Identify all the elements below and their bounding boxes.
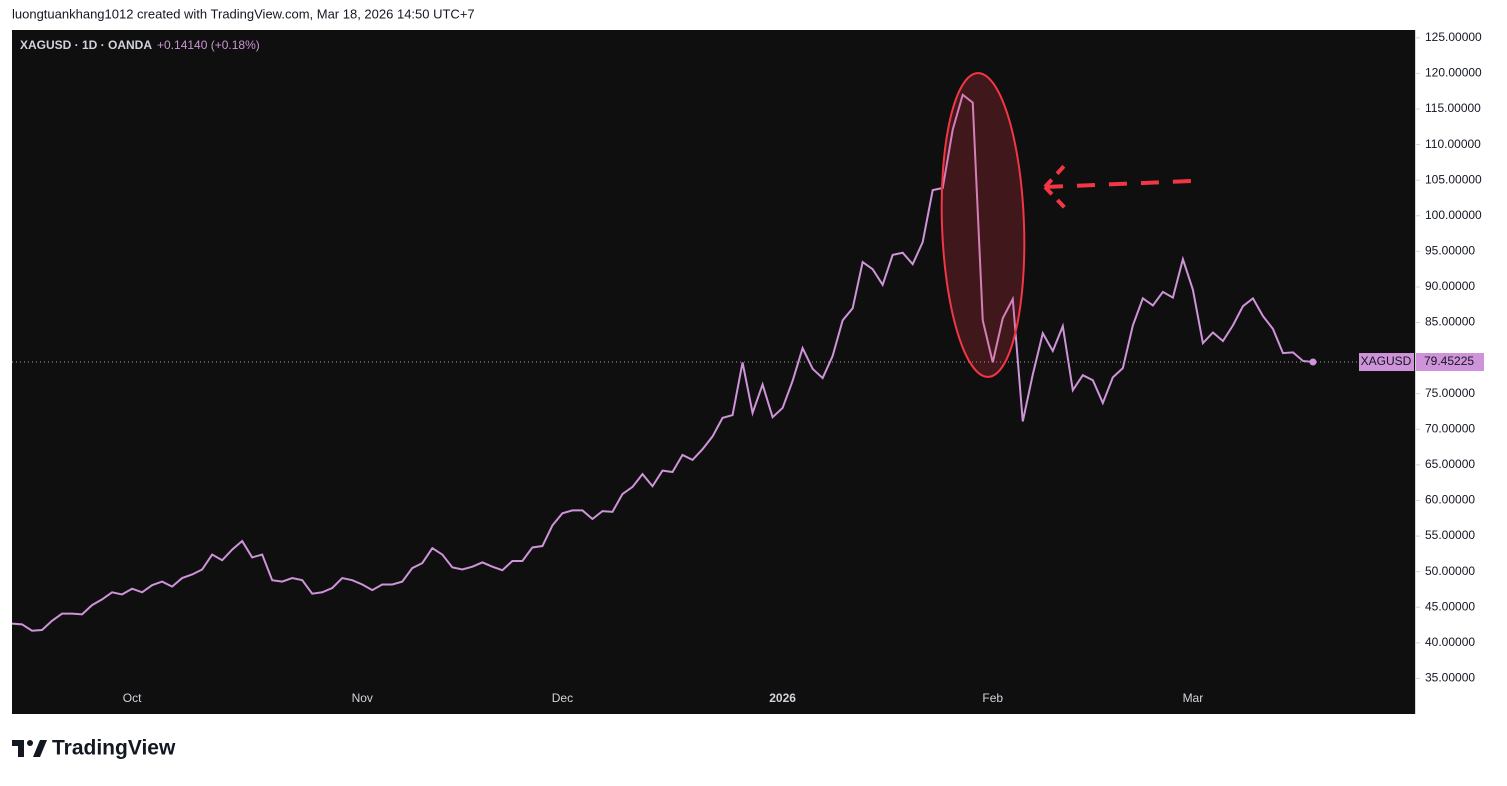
price-tag-label: 79.45225	[1424, 354, 1474, 368]
y-tick-label: 60.00000	[1425, 493, 1475, 507]
header: luongtuankhang1012 created with TradingV…	[12, 6, 475, 21]
x-tick-label: Dec	[552, 691, 573, 705]
y-tick-label: 120.00000	[1425, 66, 1482, 80]
y-tick-label: 35.00000	[1425, 671, 1475, 685]
x-tick-label: Oct	[123, 691, 142, 705]
highlight-ellipse	[940, 72, 1026, 378]
axis-border	[1415, 30, 1416, 714]
y-tick-label: 70.00000	[1425, 421, 1475, 435]
logo	[12, 740, 47, 757]
y-tick-label: 50.00000	[1425, 564, 1475, 578]
y-tick-label: 105.00000	[1425, 172, 1482, 186]
y-tick-label: 90.00000	[1425, 279, 1475, 293]
y-tick-label: 65.00000	[1425, 457, 1475, 471]
y-tick-label: 95.00000	[1425, 244, 1475, 258]
y-tick-label: 110.00000	[1425, 137, 1481, 151]
annotation-arrow	[1043, 163, 1193, 211]
y-tick-label: 125.00000	[1425, 30, 1482, 44]
marks	[11, 93, 1415, 632]
x-tick-label: 2026	[769, 691, 796, 705]
symbol-tag-label: XAGUSD	[1361, 354, 1412, 368]
symbol-tag	[1359, 353, 1414, 372]
y-tick-label: 75.00000	[1425, 386, 1475, 400]
brand: TradingView	[52, 737, 176, 760]
x-tick-label: Nov	[352, 691, 373, 705]
price-tag	[1416, 353, 1484, 372]
legend-symbol: XAGUSD · 1D · OANDA	[20, 38, 152, 52]
last-point	[1309, 358, 1317, 366]
legend-change: +0.14140 (+0.18%)	[157, 38, 260, 52]
y-tick-label: 40.00000	[1425, 635, 1475, 649]
price-line	[11, 93, 1314, 632]
y-tick-label: 45.00000	[1425, 599, 1475, 613]
y-tick-label: 100.00000	[1425, 208, 1482, 222]
x-tick-label: Feb	[982, 691, 1003, 705]
x-tick-label: Mar	[1183, 691, 1204, 705]
y-tick-label: 55.00000	[1425, 528, 1475, 542]
y-tick-label: 115.00000	[1425, 101, 1481, 115]
plot-area	[12, 30, 1415, 714]
y-tick-label: 85.00000	[1425, 315, 1475, 329]
